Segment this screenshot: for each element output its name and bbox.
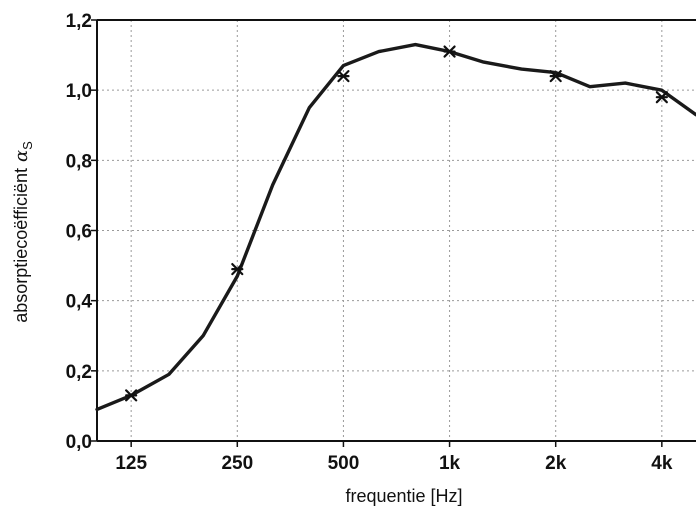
x-tick-label: 4k bbox=[651, 453, 673, 474]
x-tick-label: 125 bbox=[115, 453, 147, 474]
y-ticks: 0,0 0,2 0,4 0,6 0,8 1,0 1,2 bbox=[66, 11, 97, 453]
absorption-curve bbox=[95, 42, 696, 412]
axes bbox=[96, 19, 696, 442]
y-tick-label: 0,8 bbox=[66, 151, 92, 172]
y-axis-symbol: α bbox=[11, 150, 32, 162]
x-tick-label: 1k bbox=[439, 453, 461, 474]
x-axis-label: frequentie [Hz] bbox=[345, 486, 462, 506]
x-tick-label: 500 bbox=[328, 453, 360, 474]
data-point-marker bbox=[125, 389, 138, 402]
y-tick-label: 0,0 bbox=[66, 432, 92, 453]
grid bbox=[97, 20, 696, 441]
x-ticks: 125 250 500 1k 2k 4k bbox=[115, 441, 673, 474]
y-axis-subscript: S bbox=[20, 141, 35, 150]
y-tick-label: 0,4 bbox=[66, 292, 93, 313]
y-tick-label: 0,2 bbox=[66, 362, 92, 383]
y-axis-label-text: absorptiecoëfficiënt bbox=[11, 168, 31, 323]
x-tick-label: 2k bbox=[545, 453, 567, 474]
data-point-marker bbox=[655, 91, 668, 104]
x-tick-label: 250 bbox=[221, 453, 253, 474]
measurement-markers bbox=[125, 45, 668, 402]
data-point-marker bbox=[337, 70, 350, 83]
data-point-marker bbox=[231, 262, 244, 276]
series bbox=[95, 42, 696, 412]
y-tick-label: 1,2 bbox=[66, 11, 92, 32]
data-point-marker bbox=[443, 45, 456, 58]
data-point-marker bbox=[549, 70, 562, 83]
y-tick-label: 1,0 bbox=[66, 81, 92, 102]
y-tick-label: 0,6 bbox=[66, 222, 92, 243]
y-axis-label: absorptiecoëfficiënt αS bbox=[11, 141, 35, 323]
